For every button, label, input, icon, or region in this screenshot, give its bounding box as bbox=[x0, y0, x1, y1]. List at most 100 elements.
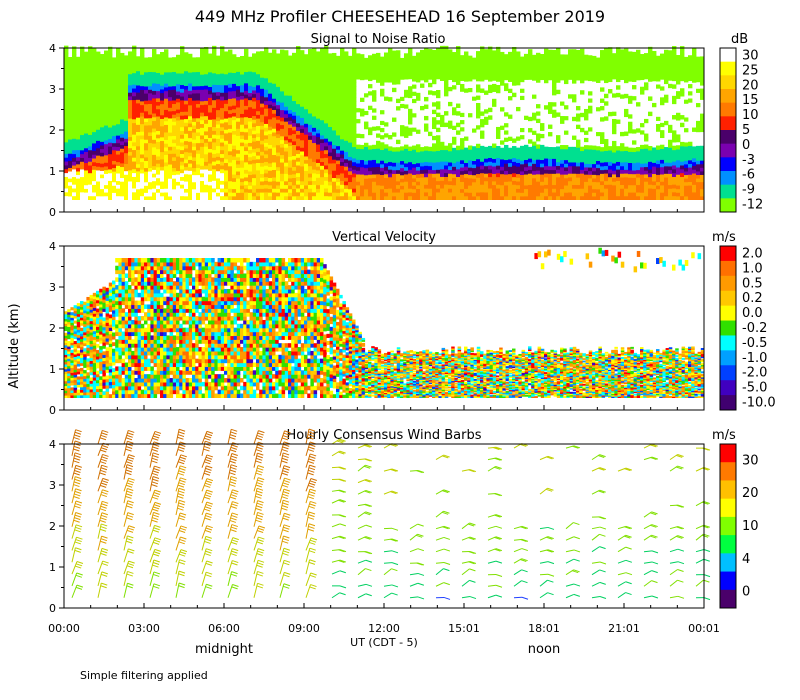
snr-cell bbox=[312, 184, 317, 189]
snr-cell bbox=[584, 152, 589, 157]
snr-cell bbox=[496, 130, 501, 136]
snr-cell bbox=[284, 147, 289, 152]
snr-cell bbox=[360, 108, 365, 113]
snr-cell bbox=[156, 61, 161, 66]
snr-cell bbox=[76, 113, 81, 119]
snr-cell bbox=[204, 180, 209, 185]
snr-cell bbox=[308, 105, 313, 110]
snr-cell bbox=[344, 166, 349, 171]
snr-cell bbox=[552, 109, 557, 115]
snr-cell bbox=[212, 187, 217, 193]
snr-cell bbox=[216, 116, 221, 121]
snr-cell bbox=[476, 54, 481, 60]
snr-cell bbox=[188, 97, 193, 102]
snr-cell bbox=[280, 83, 285, 88]
snr-cell bbox=[352, 127, 357, 132]
snr-cell bbox=[72, 142, 77, 147]
snr-cell bbox=[80, 149, 85, 155]
snr-cell bbox=[464, 69, 469, 75]
snr-cell bbox=[452, 151, 457, 156]
snr-cell bbox=[96, 51, 101, 56]
snr-cell bbox=[268, 133, 273, 138]
snr-cell bbox=[652, 151, 657, 156]
snr-cell bbox=[80, 92, 85, 97]
snr-cell bbox=[360, 163, 365, 168]
snr-cell bbox=[580, 157, 585, 163]
snr-cell bbox=[368, 177, 373, 182]
snr-cell bbox=[316, 169, 321, 175]
snr-cell bbox=[168, 96, 173, 101]
snr-cell bbox=[640, 75, 645, 81]
snr-cell bbox=[488, 107, 493, 113]
snr-cell bbox=[132, 111, 137, 116]
snr-cell bbox=[64, 164, 69, 170]
snr-cell bbox=[264, 157, 269, 162]
snr-cell bbox=[120, 78, 125, 83]
snr-cell bbox=[668, 191, 673, 197]
snr-cell bbox=[288, 109, 293, 114]
snr-cell bbox=[240, 185, 245, 190]
snr-cell bbox=[104, 139, 109, 145]
snr-cell bbox=[208, 53, 213, 58]
snr-cell bbox=[208, 90, 213, 95]
snr-cell bbox=[564, 76, 569, 81]
snr-cell bbox=[224, 69, 229, 75]
snr-cell bbox=[332, 140, 337, 146]
snr-cell bbox=[168, 178, 173, 183]
snr-cell bbox=[320, 123, 325, 128]
snr-cell bbox=[236, 89, 241, 94]
snr-cell bbox=[232, 68, 237, 73]
snr-cell bbox=[224, 103, 229, 108]
snr-cell bbox=[332, 155, 337, 160]
snr-cell bbox=[332, 129, 337, 135]
snr-cell bbox=[136, 113, 141, 118]
snr-cell bbox=[612, 140, 617, 146]
snr-cell bbox=[148, 160, 153, 165]
snr-cell bbox=[204, 172, 209, 178]
snr-cell bbox=[172, 188, 177, 193]
snr-cell bbox=[204, 47, 209, 52]
snr-cell bbox=[612, 53, 617, 58]
snr-cell bbox=[208, 173, 213, 179]
snr-cell bbox=[68, 60, 73, 65]
snr-cell bbox=[428, 67, 433, 73]
snr-cell bbox=[444, 65, 449, 70]
snr-cell bbox=[132, 64, 137, 70]
snr-cell bbox=[164, 60, 169, 65]
snr-cell bbox=[432, 162, 437, 167]
snr-cell bbox=[604, 67, 609, 72]
snr-cell bbox=[236, 178, 241, 183]
snr-cell bbox=[288, 152, 293, 157]
snr-cell bbox=[384, 63, 389, 68]
snr-cell bbox=[248, 145, 253, 151]
snr-cell bbox=[160, 81, 165, 86]
snr-cell bbox=[220, 53, 225, 59]
snr-cell bbox=[180, 176, 185, 181]
snr-cell bbox=[96, 155, 101, 160]
snr-cell bbox=[452, 184, 457, 189]
snr-cell bbox=[136, 163, 141, 168]
snr-cell bbox=[228, 90, 233, 96]
snr-cell bbox=[336, 77, 341, 82]
snr-cell bbox=[176, 101, 181, 106]
snr-cell bbox=[72, 111, 77, 116]
snr-cell bbox=[96, 95, 101, 101]
snr-cell bbox=[72, 119, 77, 124]
snr-cell bbox=[624, 176, 629, 182]
snr-cell bbox=[644, 170, 649, 175]
snr-cell bbox=[480, 130, 485, 135]
snr-cell bbox=[212, 103, 217, 108]
snr-cell bbox=[424, 70, 429, 75]
snr-cell bbox=[176, 163, 181, 168]
snr-cell bbox=[140, 131, 145, 136]
snr-cell bbox=[92, 120, 97, 125]
snr-cell bbox=[640, 173, 645, 179]
snr-cell bbox=[432, 76, 437, 81]
snr-cell bbox=[296, 195, 301, 200]
snr-cell bbox=[68, 145, 73, 151]
snr-cell bbox=[292, 118, 297, 124]
snr-cell bbox=[280, 105, 285, 111]
snr-cell bbox=[660, 195, 665, 200]
snr-cell bbox=[564, 72, 569, 77]
snr-cell bbox=[620, 143, 625, 148]
